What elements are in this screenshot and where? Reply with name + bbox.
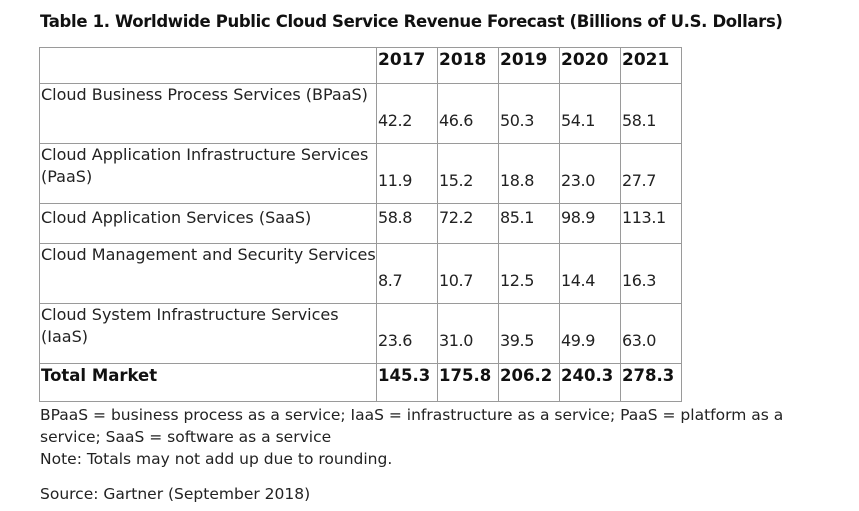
table-title: Table 1. Worldwide Public Cloud Service …	[40, 12, 783, 31]
row-label: Cloud Management and Security Services	[39, 243, 377, 304]
table-notes: BPaaS = business process as a service; I…	[40, 404, 840, 470]
value-cell: 23.6	[376, 303, 438, 364]
value-cell: 27.7	[620, 143, 682, 204]
value-cell: 63.0	[620, 303, 682, 364]
value-cell: 23.0	[559, 143, 621, 204]
value-cell: 31.0	[437, 303, 499, 364]
value-cell: 15.2	[437, 143, 499, 204]
table-row-bpaas: Cloud Business Process Services (BPaaS) …	[39, 83, 682, 144]
value-cell: 46.6	[437, 83, 499, 144]
abbreviations-note: BPaaS = business process as a service; I…	[40, 406, 784, 446]
year-header-2021: 2021	[620, 47, 682, 84]
total-value-cell: 206.2	[498, 363, 560, 402]
value-cell: 10.7	[437, 243, 499, 304]
year-header-2020: 2020	[559, 47, 621, 84]
header-corner-cell	[39, 47, 377, 84]
total-value-cell: 240.3	[559, 363, 621, 402]
row-label: Cloud Business Process Services (BPaaS)	[39, 83, 377, 144]
total-value-cell: 278.3	[620, 363, 682, 402]
total-value-cell: 145.3	[376, 363, 438, 402]
value-cell: 14.4	[559, 243, 621, 304]
table-row-paas: Cloud Application Infrastructure Service…	[39, 143, 682, 204]
value-cell: 54.1	[559, 83, 621, 144]
source-citation: Source: Gartner (September 2018)	[40, 485, 311, 503]
year-header-2019: 2019	[498, 47, 560, 84]
row-label: Cloud System Infrastructure Services (Ia…	[39, 303, 377, 364]
table-row-saas: Cloud Application Services (SaaS) 58.8 7…	[39, 203, 682, 244]
row-label: Cloud Application Services (SaaS)	[39, 203, 377, 244]
value-cell: 58.8	[376, 203, 438, 244]
table-row-iaas: Cloud System Infrastructure Services (Ia…	[39, 303, 682, 364]
forecast-table: 2017 2018 2019 2020 2021 Cloud Business …	[39, 47, 682, 402]
rounding-note: Note: Totals may not add up due to round…	[40, 450, 393, 468]
value-cell: 85.1	[498, 203, 560, 244]
table-row-total: Total Market 145.3 175.8 206.2 240.3 278…	[39, 363, 682, 402]
header-row: 2017 2018 2019 2020 2021	[39, 47, 682, 84]
row-label: Cloud Application Infrastructure Service…	[39, 143, 377, 204]
value-cell: 113.1	[620, 203, 682, 244]
value-cell: 11.9	[376, 143, 438, 204]
value-cell: 12.5	[498, 243, 560, 304]
value-cell: 58.1	[620, 83, 682, 144]
value-cell: 18.8	[498, 143, 560, 204]
total-value-cell: 175.8	[437, 363, 499, 402]
table-row-management-security: Cloud Management and Security Services 8…	[39, 243, 682, 304]
value-cell: 98.9	[559, 203, 621, 244]
year-header-2018: 2018	[437, 47, 499, 84]
total-label: Total Market	[39, 363, 377, 402]
value-cell: 8.7	[376, 243, 438, 304]
value-cell: 72.2	[437, 203, 499, 244]
value-cell: 49.9	[559, 303, 621, 364]
value-cell: 42.2	[376, 83, 438, 144]
value-cell: 50.3	[498, 83, 560, 144]
year-header-2017: 2017	[376, 47, 438, 84]
value-cell: 39.5	[498, 303, 560, 364]
value-cell: 16.3	[620, 243, 682, 304]
